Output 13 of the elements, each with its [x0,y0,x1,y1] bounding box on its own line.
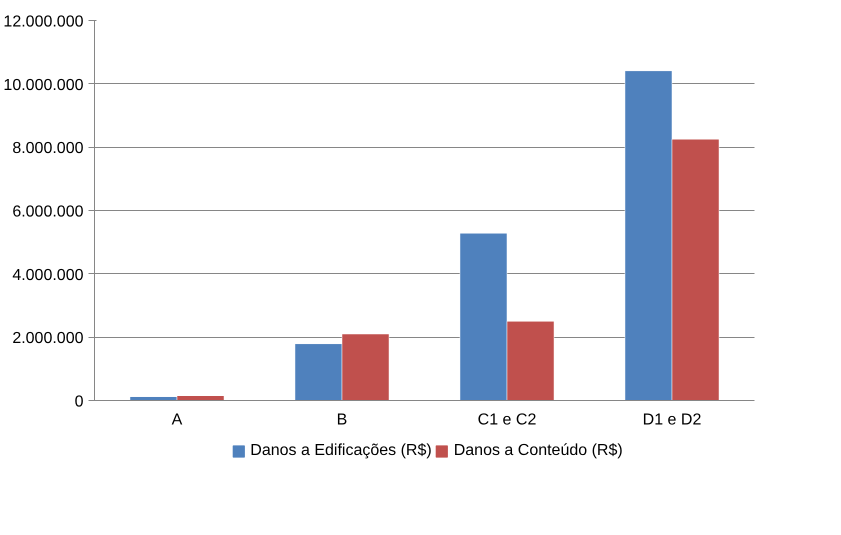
legend-label: Danos a Edificações (R$) [250,442,432,460]
y-tick-label: 6.000.000 [12,204,84,220]
y-tick-label: 0 [74,394,84,410]
x-tick-label: A [172,412,183,428]
x-tick-label: C1 e C2 [478,412,536,428]
x-tick-label: D1 e D2 [642,412,702,428]
y-tick-label: 12.000.000 [3,14,84,30]
y-tick-label: 8.000.000 [12,140,84,158]
y-tick-label: 2.000.000 [12,330,84,348]
legend-label: Danos a Conteúdo (R$) [454,442,623,460]
y-tick-label: 4.000.000 [12,266,84,284]
x-tick-label: B [336,412,348,428]
y-tick-label: 10.000.000 [3,76,84,94]
